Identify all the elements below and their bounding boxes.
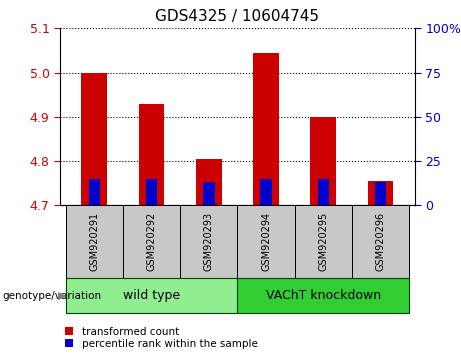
Bar [310, 117, 336, 205]
Bar [237, 205, 295, 278]
Text: GSM920292: GSM920292 [147, 212, 157, 271]
Text: GSM920294: GSM920294 [261, 212, 271, 271]
Text: VAChT knockdown: VAChT knockdown [266, 289, 381, 302]
Bar [237, 278, 409, 313]
Bar [196, 159, 222, 205]
Bar [89, 179, 100, 205]
Text: GSM920296: GSM920296 [376, 212, 385, 271]
Bar [253, 53, 279, 205]
Bar [65, 205, 123, 278]
Bar [139, 104, 165, 205]
Bar [260, 179, 272, 205]
Bar [180, 205, 237, 278]
Text: genotype/variation: genotype/variation [2, 291, 101, 301]
Text: GSM920293: GSM920293 [204, 212, 214, 271]
Legend: transformed count, percentile rank within the sample: transformed count, percentile rank withi… [65, 327, 258, 349]
Bar [146, 179, 157, 205]
Title: GDS4325 / 10604745: GDS4325 / 10604745 [155, 9, 319, 24]
Bar [318, 179, 329, 205]
Bar [352, 205, 409, 278]
Bar [368, 181, 393, 205]
Text: GSM920291: GSM920291 [89, 212, 99, 271]
Bar [123, 205, 180, 278]
Bar [295, 205, 352, 278]
Bar [65, 278, 237, 313]
Text: ▶: ▶ [58, 291, 66, 301]
Text: GSM920295: GSM920295 [318, 212, 328, 271]
Bar [203, 182, 214, 205]
Bar [82, 73, 107, 205]
Text: wild type: wild type [123, 289, 180, 302]
Bar [375, 182, 386, 205]
